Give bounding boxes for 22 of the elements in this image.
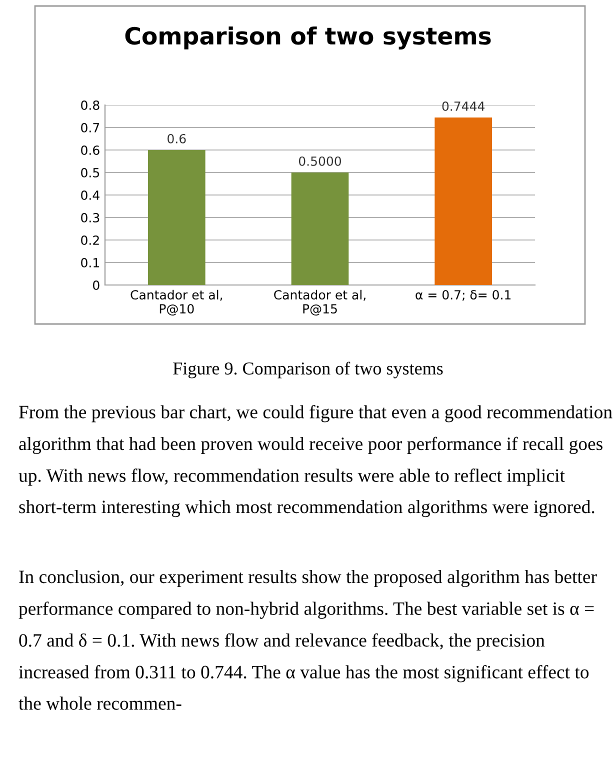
text: In conclusion, our experiment results show the proposed algorithm has better performance compared to non-hybrid algorithms. The best variable set is α = 0.7 and δ = 0.1. With news flow and relevance feedback, the precision increased from 0.311 to 0.744. The α value has the most significant effect to the whole recommen- [18,570,597,710]
y-tick-label: 0.4 [81,190,100,200]
data-label: 0.7444 [442,101,484,111]
chart-title: Comparison of two systems [125,26,491,50]
y-tick-label: 0 [93,280,100,290]
y-tick-label: 0.1 [81,258,99,268]
y-tick-label: 0.6 [81,145,100,155]
y-tick-label: 0.3 [81,212,100,222]
x-tick-label: Cantador et al, P@10 [130,290,222,316]
data-label: 0.5000 [298,156,342,166]
y-tick-label: 0.5 [81,168,100,178]
bar [148,150,206,285]
x-tick-label: α = 0.7; δ= 0.1 [416,290,511,301]
y-tick-label: 0.8 [81,100,100,110]
bar [434,118,492,285]
data-label: 0.6 [168,134,186,144]
y-tick-label: 0.2 [81,235,99,245]
bar [291,172,349,285]
x-tick-label: Cantador et al, P@15 [274,290,366,316]
caption: Figure 9. Comparison of two systems [173,362,443,378]
y-tick-label: 0.7 [81,122,100,132]
text: From the previous bar chart, we could figure that even a good recommendation algorithm that had been proven would receive poor performance if recall goes up. With news flow, recommendation results were able to reflect implicit short-term interesting which most recommendation algorithms were ignored. [18,405,612,518]
